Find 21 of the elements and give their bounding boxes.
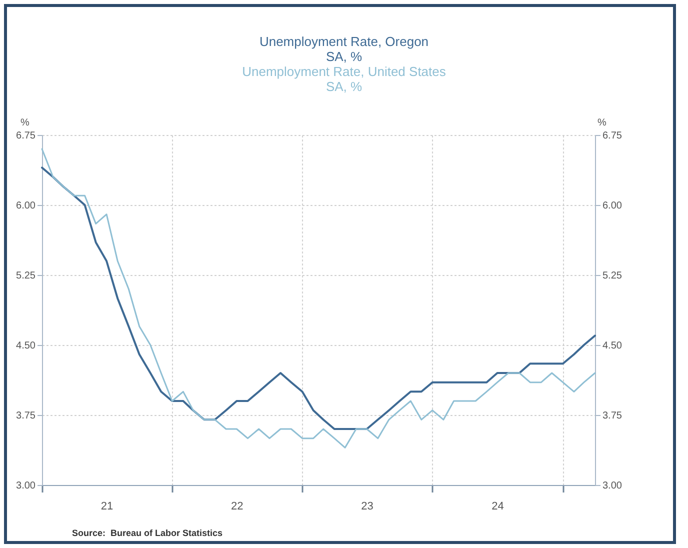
- text: Unemployment Rate, United States SA, %: [241, 64, 447, 94]
- y-tick-label: 5.25: [16, 270, 36, 282]
- y2-axis-title: %: [598, 118, 606, 128]
- x-tick-label: 21: [100, 500, 114, 512]
- y2-tick-label: 5.25: [602, 270, 622, 282]
- y2-tick-label: 4.50: [602, 340, 622, 352]
- y2-tick-label: 6.75: [602, 130, 622, 142]
- y-tick-label: 6.75: [16, 130, 36, 142]
- y-tick-label: 4.50: [16, 340, 36, 352]
- y2-tick-label: 6.00: [602, 200, 622, 212]
- y-tick-label: 3.75: [16, 410, 36, 422]
- y-tick-label: 6.00: [16, 200, 36, 212]
- y-axis-title: %: [20, 118, 30, 128]
- x-tick-label: 23: [361, 500, 374, 512]
- y2-tick-label: 3.75: [602, 410, 622, 422]
- x-tick-label: 24: [492, 500, 504, 512]
- y-tick-label: 3.00: [16, 480, 36, 492]
- text: Unemployment Rate, Oregon SA, %: [258, 34, 430, 64]
- source-note: Source: Bureau of Labor Statistics: [72, 528, 223, 538]
- y2-tick-label: 3.00: [602, 480, 622, 492]
- x-tick-label: 22: [231, 500, 244, 512]
